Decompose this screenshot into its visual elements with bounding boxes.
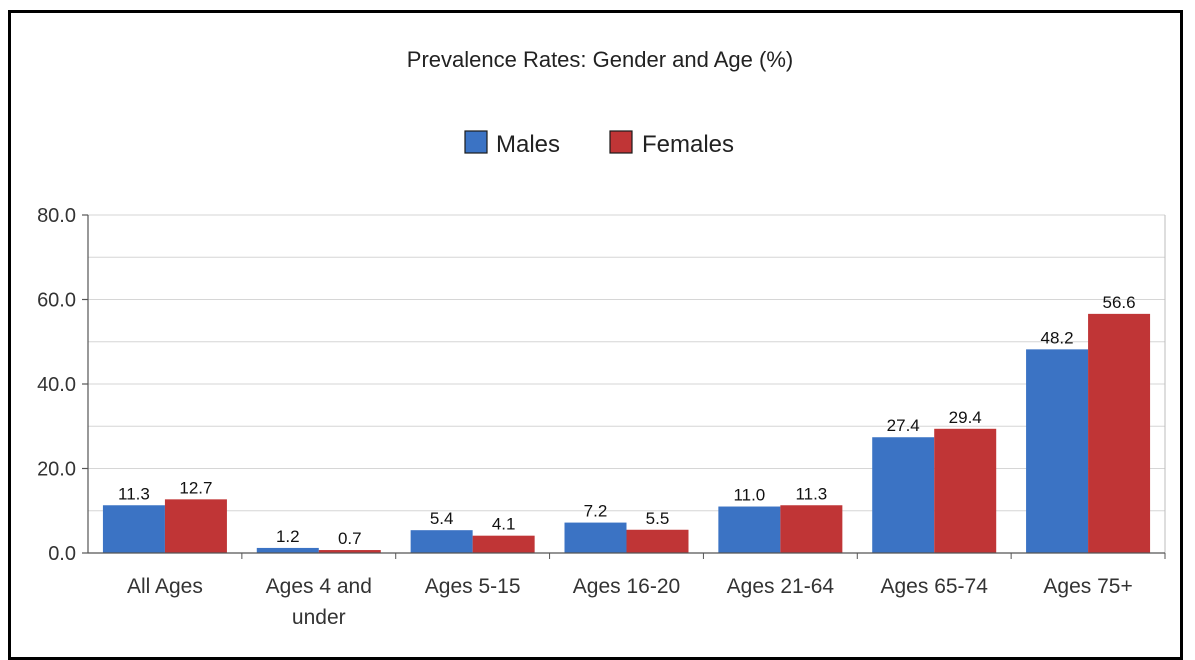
data-label-females-5: 29.4 <box>949 408 982 427</box>
bar-males-3 <box>564 522 627 553</box>
data-labels: 11.3 1.2 5.4 7.2 11.0 27.4 48.2 12.7 0.7 4.1 5.5 11… <box>118 293 1136 548</box>
bar-males-4 <box>718 506 781 553</box>
gridlines <box>88 214 1166 553</box>
data-label-males-6: 48.2 <box>1041 328 1074 347</box>
data-label-males-2: 5.4 <box>430 509 454 528</box>
bar-females-5 <box>934 428 997 553</box>
data-label-males-0: 11.3 <box>118 484 150 503</box>
bars <box>102 313 1151 553</box>
data-label-females-0: 12.7 <box>179 478 212 497</box>
x-tick-label: Ages 21-64 <box>727 575 835 598</box>
data-label-females-4: 11.3 <box>795 484 827 503</box>
data-label-males-4: 11.0 <box>733 486 765 505</box>
bar-females-0 <box>164 499 227 553</box>
y-tick-label: 80.0 <box>37 205 76 227</box>
x-tick-label: Ages 16-20 <box>573 575 680 598</box>
bar-males-6 <box>1026 349 1089 553</box>
bar-chart: Prevalence Rates: Gender and Age (%) Mal… <box>37 47 1166 629</box>
x-tick-label: Ages 5-15 <box>425 575 521 598</box>
x-tick-label: All Ages <box>127 575 203 598</box>
y-tick-label: 40.0 <box>37 374 76 396</box>
y-tick-label: 20.0 <box>37 459 76 481</box>
x-tick-label: Ages 65-74 <box>881 575 989 598</box>
chart-title: Prevalence Rates: Gender and Age (%) <box>407 47 793 72</box>
bar-males-5 <box>872 437 935 553</box>
y-axis: 0.0 20.0 40.0 60.0 80.0 <box>37 205 89 565</box>
bar-females-3 <box>626 529 689 553</box>
bar-females-6 <box>1088 313 1151 553</box>
y-tick-label: 60.0 <box>37 290 76 312</box>
legend-swatch-males <box>464 130 488 154</box>
bar-males-1 <box>256 547 319 553</box>
x-tick-label: Ages 75+ <box>1043 575 1132 598</box>
bar-females-1 <box>318 550 381 553</box>
data-label-females-2: 4.1 <box>492 515 516 534</box>
bar-females-2 <box>472 535 535 553</box>
x-axis: All Ages Ages 4 and under Ages 5-15 Ages 16-… <box>88 552 1166 629</box>
bar-males-0 <box>102 505 165 553</box>
x-tick-label: under <box>292 606 346 629</box>
y-tick-label: 0.0 <box>48 543 76 565</box>
bar-males-2 <box>410 530 473 553</box>
legend-label-females: Females <box>642 131 734 158</box>
data-label-males-3: 7.2 <box>584 502 608 521</box>
data-label-females-6: 56.6 <box>1103 293 1136 312</box>
data-label-males-1: 1.2 <box>276 527 300 546</box>
data-label-males-5: 27.4 <box>887 416 920 435</box>
x-tick-label: Ages 4 and <box>266 575 372 598</box>
data-label-females-1: 0.7 <box>338 529 362 548</box>
legend-swatch-females <box>609 130 633 154</box>
legend: Males Females <box>464 130 734 158</box>
bar-females-4 <box>780 505 843 553</box>
legend-label-males: Males <box>496 131 560 158</box>
data-label-females-3: 5.5 <box>646 509 670 528</box>
